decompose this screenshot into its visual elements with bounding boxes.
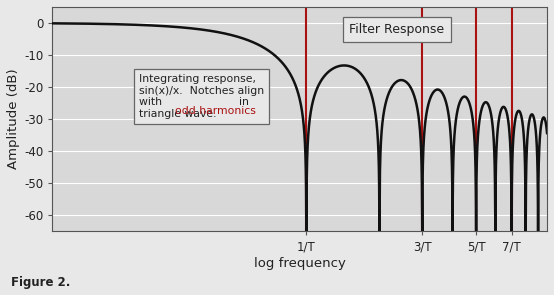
- Text: odd harmonics: odd harmonics: [175, 106, 255, 116]
- Text: Filter Response: Filter Response: [349, 23, 444, 36]
- Y-axis label: Amplitude (dB): Amplitude (dB): [7, 69, 20, 169]
- Text: Integrating response,
sin(x)/x.  Notches align
with                      in
tria: Integrating response, sin(x)/x. Notches …: [139, 74, 264, 119]
- Text: Figure 2.: Figure 2.: [11, 276, 70, 289]
- X-axis label: log frequency: log frequency: [254, 257, 346, 270]
